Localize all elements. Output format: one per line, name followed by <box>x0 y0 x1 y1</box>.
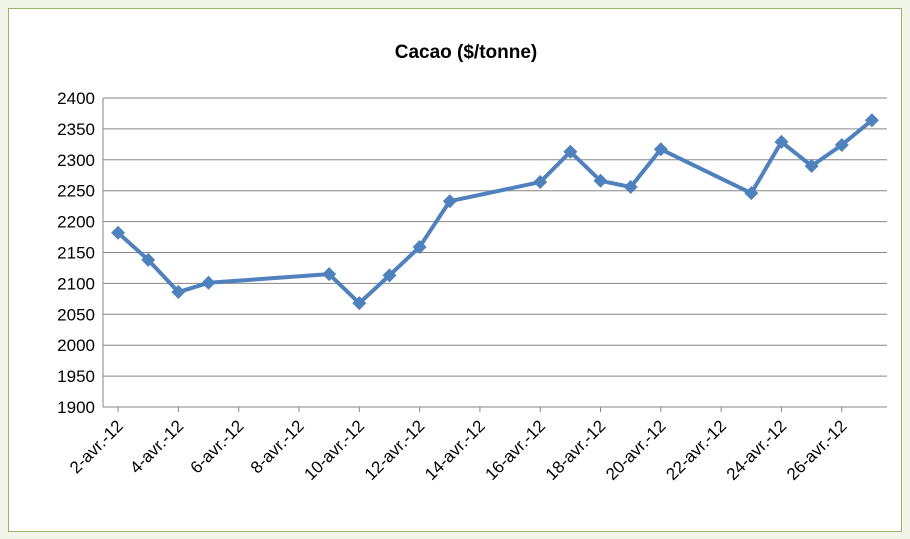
marker <box>864 113 879 128</box>
marker <box>141 252 156 267</box>
marker <box>111 225 126 240</box>
chart-title: Cacao ($/tonne) <box>395 42 538 63</box>
marker <box>623 179 638 194</box>
marker <box>834 137 849 152</box>
marker <box>322 267 337 282</box>
marker <box>442 194 457 209</box>
y-tick-label: 2250 <box>57 182 95 201</box>
y-tick-label: 2000 <box>57 336 95 355</box>
marker <box>744 186 759 201</box>
marker <box>352 296 367 311</box>
marker <box>412 239 427 254</box>
marker <box>382 268 397 283</box>
y-tick-label: 2150 <box>57 244 95 263</box>
y-tick-label: 2400 <box>57 89 95 108</box>
y-tick-label: 1950 <box>57 367 95 386</box>
marker <box>201 275 216 290</box>
marker <box>804 158 819 173</box>
marker <box>653 142 668 157</box>
marker <box>171 285 186 300</box>
marker <box>563 144 578 159</box>
y-tick-label: 2050 <box>57 305 95 324</box>
y-tick-label: 2300 <box>57 151 95 170</box>
y-tick-label: 2350 <box>57 120 95 139</box>
y-tick-label: 2100 <box>57 274 95 293</box>
y-tick-label: 2200 <box>57 213 95 232</box>
marker <box>533 175 548 190</box>
y-tick-label: 1900 <box>57 398 95 417</box>
marker <box>774 134 789 149</box>
marker <box>593 173 608 188</box>
